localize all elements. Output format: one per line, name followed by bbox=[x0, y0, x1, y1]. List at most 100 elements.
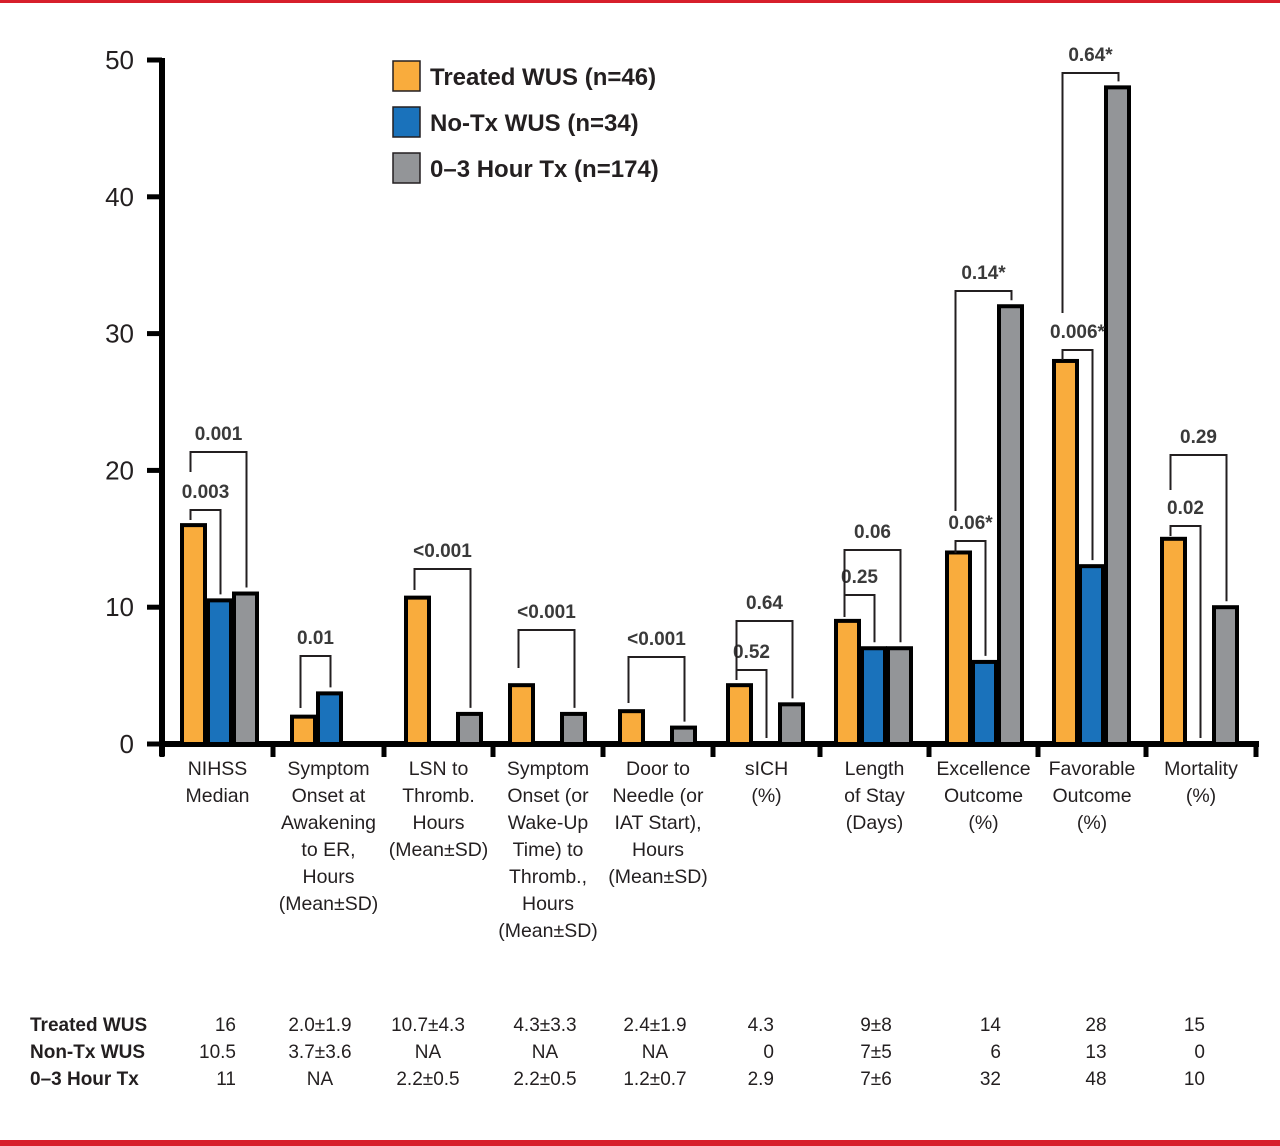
bar-notx-1 bbox=[316, 691, 343, 746]
table-cell: 2.2±0.5 bbox=[513, 1069, 576, 1090]
table-cell: 10.5 bbox=[199, 1042, 236, 1063]
bar-treated-0 bbox=[180, 523, 207, 746]
table-cell: 0 bbox=[763, 1042, 774, 1063]
table-cell: 10 bbox=[1184, 1069, 1205, 1090]
legend-label: 0–3 Hour Tx (n=174) bbox=[430, 156, 659, 183]
legend-swatch bbox=[392, 106, 421, 138]
category-label: Door to Needle (or IAT Start), Hours (Mean±S… bbox=[608, 758, 708, 888]
bar-03-3 bbox=[560, 711, 587, 746]
legend-swatch bbox=[392, 152, 421, 184]
category-label-line: Excellence bbox=[936, 758, 1030, 780]
bar-03-5 bbox=[778, 702, 805, 747]
table-cell: 7±6 bbox=[860, 1069, 892, 1090]
category-label-line: Hours bbox=[632, 839, 684, 861]
table-cell: 3.7±3.6 bbox=[288, 1042, 351, 1063]
category-label-line: (%) bbox=[1186, 785, 1216, 807]
p-value-label: 0.02 bbox=[1167, 498, 1204, 519]
significance-bracket bbox=[1169, 454, 1228, 602]
category-label-line: of Stay bbox=[844, 785, 905, 807]
significance-bracket bbox=[189, 451, 248, 588]
y-tick-label: 40 bbox=[105, 182, 134, 212]
bar-03-2 bbox=[456, 711, 483, 746]
category-label-line: Symptom bbox=[507, 758, 589, 780]
category-label-line: Length bbox=[845, 758, 905, 780]
bar-treated-7 bbox=[945, 550, 972, 746]
legend-label: Treated WUS (n=46) bbox=[430, 64, 656, 91]
table-cell: 7±5 bbox=[860, 1042, 892, 1063]
bar-notx-8 bbox=[1078, 564, 1105, 746]
bar-treated-6 bbox=[834, 618, 861, 747]
bar-03-4 bbox=[670, 725, 697, 746]
category-label-line: Hours bbox=[522, 893, 574, 915]
category-label-line: (Mean±SD) bbox=[608, 866, 708, 888]
category-label-line: to ER, bbox=[301, 839, 355, 861]
bar-notx-0 bbox=[206, 598, 233, 746]
bar-treated-4 bbox=[618, 709, 645, 747]
category-label-line: LSN to bbox=[409, 758, 469, 780]
category-label-line: Favorable bbox=[1049, 758, 1136, 780]
table-cell: 9±8 bbox=[860, 1015, 892, 1036]
table-cell: 13 bbox=[1085, 1042, 1106, 1063]
top-frame-border bbox=[0, 0, 1280, 3]
category-label-line: (%) bbox=[1077, 812, 1107, 834]
table-cell: 16 bbox=[215, 1015, 236, 1036]
bar-notx-6 bbox=[860, 646, 887, 746]
table-cell: 32 bbox=[980, 1069, 1001, 1090]
p-value-label: 0.64 bbox=[746, 593, 783, 614]
bar-notx-7 bbox=[971, 659, 998, 746]
significance-bracket bbox=[735, 669, 768, 738]
bars bbox=[180, 85, 1239, 747]
category-label: Favorable Outcome (%) bbox=[1049, 758, 1136, 834]
significance-bracket bbox=[299, 655, 332, 708]
significance-bracket bbox=[189, 509, 222, 595]
p-value-label: 0.006* bbox=[1050, 322, 1106, 343]
y-tick-label: 50 bbox=[105, 45, 134, 75]
table-cell: 10.7±4.3 bbox=[391, 1015, 465, 1036]
significance-bracket bbox=[517, 629, 576, 708]
table-cell: 1.2±0.7 bbox=[623, 1069, 686, 1090]
category-label: sICH (%) bbox=[745, 758, 788, 807]
category-label: LSN to Thromb. Hours (Mean±SD) bbox=[389, 758, 489, 861]
category-label: Length of Stay (Days) bbox=[844, 758, 905, 834]
table-cell: 2.2±0.5 bbox=[396, 1069, 459, 1090]
p-value-label: 0.06* bbox=[948, 513, 993, 534]
category-label-line: Median bbox=[186, 785, 250, 807]
category-label-line: sICH bbox=[745, 758, 788, 780]
category-label-line: IAT Start), bbox=[614, 812, 701, 834]
table-cell: 4.3 bbox=[748, 1015, 774, 1036]
significance-brackets: 0.003 0.001 0.01 <0.001 <0.001 <0.001 0.52 0.64… bbox=[182, 45, 1228, 738]
bar-03-8 bbox=[1104, 85, 1131, 747]
category-label-line: (Mean±SD) bbox=[279, 893, 379, 915]
bar-treated-9 bbox=[1160, 536, 1187, 746]
table-cell: 6 bbox=[990, 1042, 1001, 1063]
table-cell: 48 bbox=[1085, 1069, 1106, 1090]
p-value-label: <0.001 bbox=[517, 602, 576, 623]
category-label-line: Time) to bbox=[513, 839, 584, 861]
table-cell: NA bbox=[307, 1069, 334, 1090]
category-label: Symptom Onset at Awakening to ER, Hours (Mean… bbox=[279, 758, 379, 915]
table-cell: 2.0±1.9 bbox=[288, 1015, 351, 1036]
p-value-label: 0.001 bbox=[195, 424, 243, 445]
category-label-line: Onset at bbox=[292, 785, 366, 807]
bar-treated-2 bbox=[404, 595, 431, 747]
y-axis: 0 10 20 30 40 50 bbox=[105, 45, 165, 759]
significance-bracket bbox=[954, 290, 1013, 511]
category-label-line: (Mean±SD) bbox=[389, 839, 489, 861]
y-tick-label: 30 bbox=[105, 319, 134, 349]
category-label-line: NIHSS bbox=[188, 758, 248, 780]
table-cell: 15 bbox=[1184, 1015, 1205, 1036]
table-cell: NA bbox=[642, 1042, 669, 1063]
p-value-label: <0.001 bbox=[627, 629, 686, 650]
significance-bracket bbox=[954, 540, 987, 656]
bar-03-7 bbox=[997, 304, 1024, 746]
p-value-label: 0.14* bbox=[961, 263, 1006, 284]
y-tick-label: 20 bbox=[105, 455, 134, 485]
p-value-label: 0.64* bbox=[1068, 45, 1113, 66]
significance-bracket bbox=[735, 620, 794, 699]
legend-label: No-Tx WUS (n=34) bbox=[430, 110, 639, 137]
category-label-line: (Mean±SD) bbox=[498, 920, 598, 942]
category-label-line: Awakening bbox=[281, 812, 376, 834]
bar-treated-3 bbox=[508, 683, 535, 747]
bar-treated-8 bbox=[1052, 358, 1079, 746]
